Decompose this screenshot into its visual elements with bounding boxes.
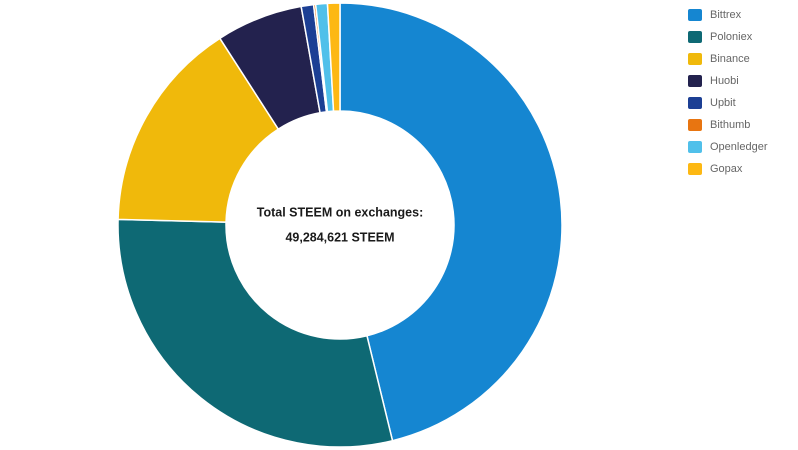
legend-item-openledger[interactable]: Openledger	[688, 141, 768, 153]
legend-swatch-icon	[688, 9, 702, 21]
pie-slice-poloniex[interactable]	[117, 218, 394, 448]
pie-slice-binance[interactable]	[117, 37, 280, 223]
legend: Bittrex Poloniex Binance Huobi Upbit Bithumb O…	[688, 9, 768, 185]
legend-item-binance[interactable]: Binance	[688, 53, 768, 65]
legend-label: Openledger	[710, 141, 768, 153]
legend-label: Gopax	[710, 163, 743, 175]
legend-item-upbit[interactable]: Upbit	[688, 97, 768, 109]
legend-label: Upbit	[710, 97, 736, 109]
legend-item-bithumb[interactable]: Bithumb	[688, 119, 768, 131]
pie-slice-gopax[interactable]	[326, 2, 341, 112]
legend-swatch-icon	[688, 119, 702, 131]
legend-item-poloniex[interactable]: Poloniex	[688, 31, 768, 43]
legend-item-bittrex[interactable]: Bittrex	[688, 9, 768, 21]
legend-swatch-icon	[688, 31, 702, 43]
legend-swatch-icon	[688, 75, 702, 87]
legend-label: Huobi	[710, 75, 739, 87]
legend-item-huobi[interactable]: Huobi	[688, 75, 768, 87]
legend-label: Poloniex	[710, 31, 753, 43]
legend-swatch-icon	[688, 141, 702, 153]
legend-swatch-icon	[688, 163, 702, 175]
legend-swatch-icon	[688, 97, 702, 109]
legend-label: Bittrex	[710, 9, 742, 21]
legend-label: Binance	[710, 53, 750, 65]
legend-label: Bithumb	[710, 119, 751, 131]
legend-item-gopax[interactable]: Gopax	[688, 163, 768, 175]
legend-swatch-icon	[688, 53, 702, 65]
pie-slice-bittrex[interactable]	[339, 2, 563, 442]
